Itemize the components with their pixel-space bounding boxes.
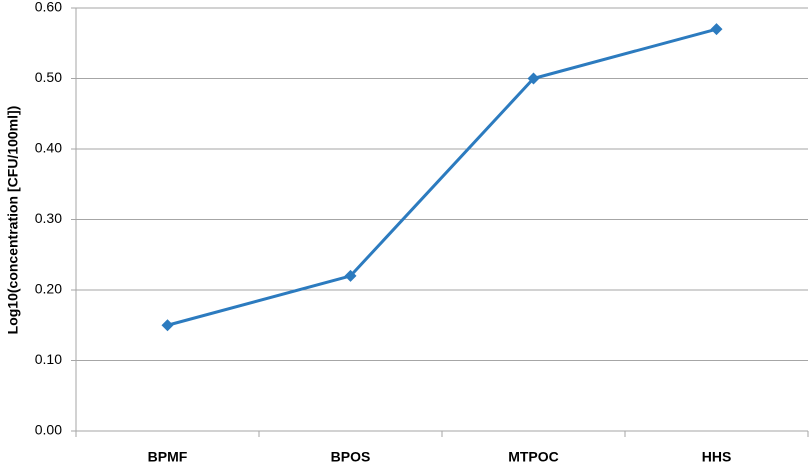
data-marker	[710, 23, 723, 36]
data-line	[167, 27, 717, 327]
y-axis-title: Log10(concentration [CFU/100ml])	[5, 106, 21, 335]
data-marker	[161, 319, 174, 332]
y-tick-label: 0.40	[35, 140, 62, 156]
x-tick-label: HHS	[702, 449, 732, 465]
y-tick-label: 0.10	[35, 351, 62, 367]
x-tick-label: MTPOC	[508, 449, 559, 465]
y-tick-label: 0.00	[35, 422, 62, 438]
y-tick-label: 0.50	[35, 69, 62, 85]
y-tick-label: 0.30	[35, 210, 62, 226]
y-tick-label: 0.20	[35, 281, 62, 297]
y-tick-label: 0.60	[35, 0, 62, 15]
x-tick-label: BPMF	[148, 449, 188, 465]
x-tick-label: BPOS	[331, 449, 371, 465]
data-marker	[344, 269, 357, 282]
data-marker	[527, 72, 540, 85]
